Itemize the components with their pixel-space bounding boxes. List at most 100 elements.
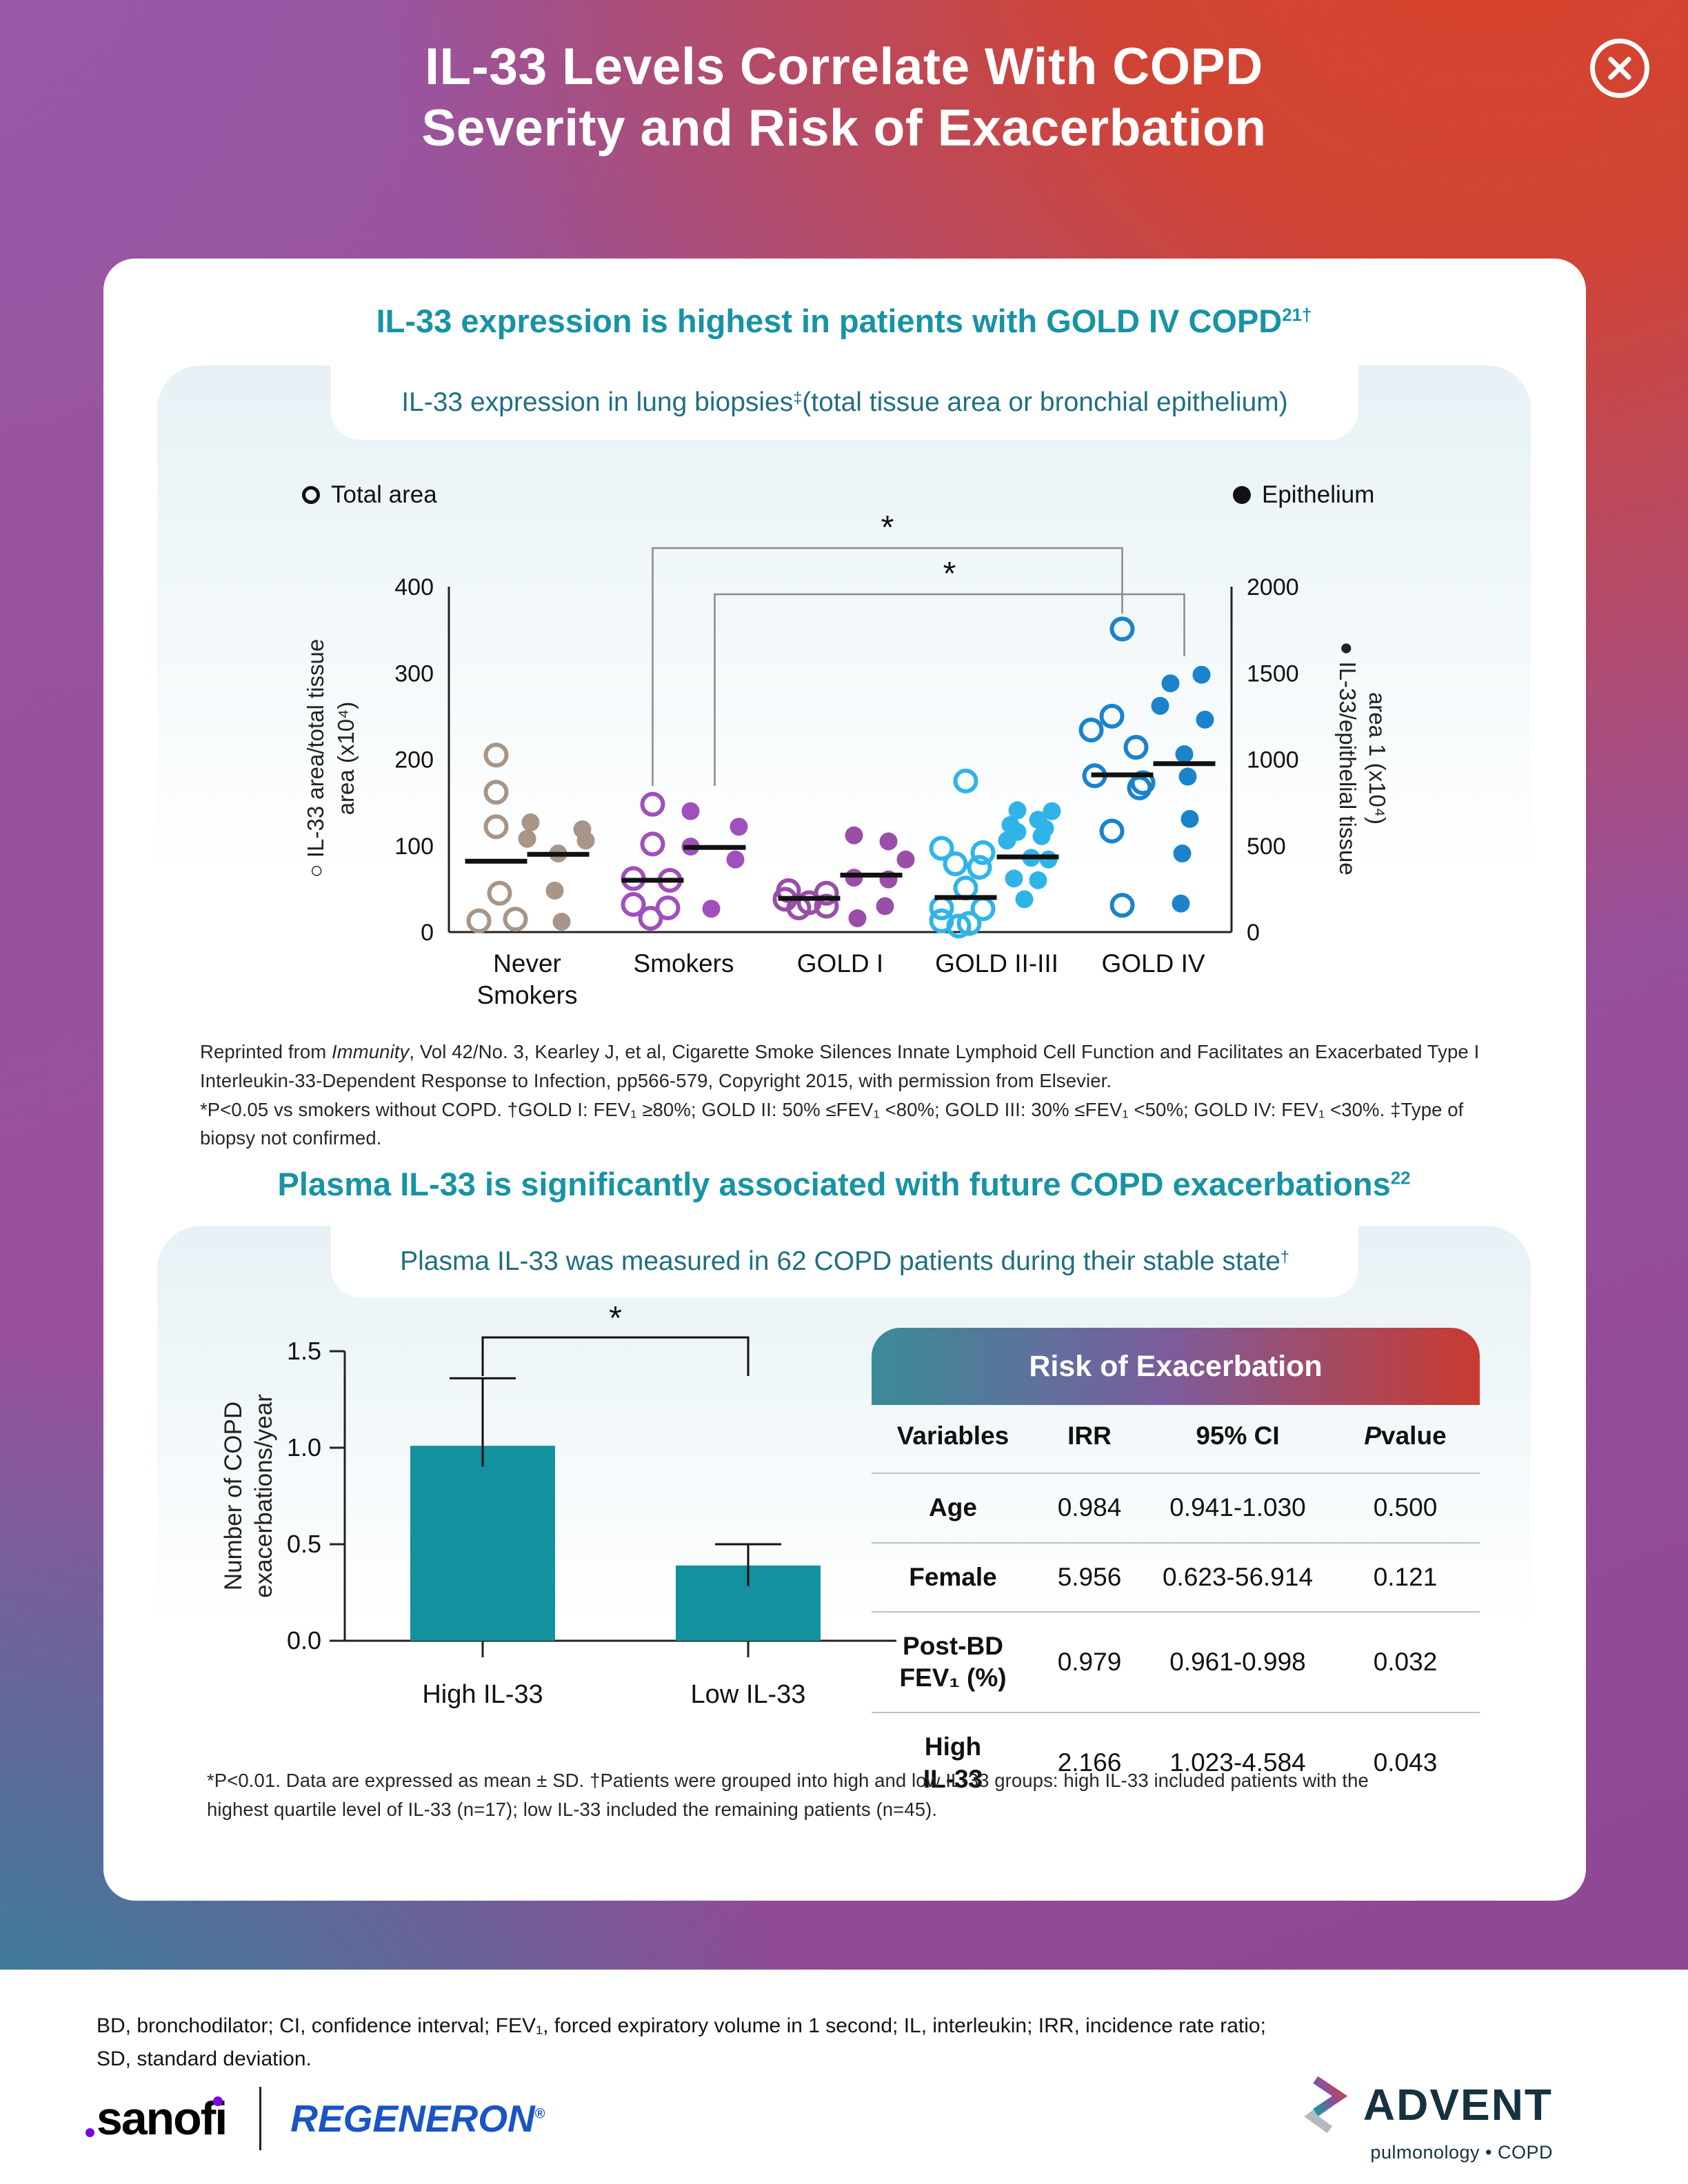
scatter-point-filled [1151,696,1169,715]
scatter-point-filled [845,826,863,845]
scatter-point-open [466,908,492,933]
scatter-point-open [953,768,978,793]
bar-chart: 0.0 0.5 1.0 1.5 Number of COPD exacerbations/… [220,1303,896,1709]
advent-logo: ADVENT pulmonology • COPD [1296,2072,1553,2163]
section1-footnote: Reprinted from Immunity, Vol 42/No. 3, K… [200,1038,1496,1153]
page-title-line1: IL-33 Levels Correlate With COPD [425,37,1263,95]
right-axis-tick: 1000 [1247,747,1299,774]
scatter-point-open [483,742,509,768]
table-row-variable: Post-BD FEV₁ (%) [872,1610,1034,1712]
abbreviations: BD, bronchodilator; CI, confidence inter… [97,2010,1266,2076]
footnote1-pre: Reprinted from [200,1041,332,1062]
abbreviations-line1: BD, bronchodilator; CI, confidence inter… [97,2014,1266,2037]
section2-subtitle-banner: Plasma IL-33 was measured in 62 COPD pat… [331,1226,1358,1297]
scatter-point-open [483,780,509,805]
y-tick-label: 1.5 [287,1337,321,1365]
section1-subtitle-rest: (total tissue area or bronchial epitheli… [802,387,1288,417]
logo-divider [259,2087,262,2150]
open-circle-icon [302,486,320,504]
section2-subtitle-ref: † [1280,1247,1289,1266]
table-cell-ci: 0.941-1.030 [1145,1473,1331,1541]
sanofi-i-dot-icon [213,2096,223,2106]
section1-subtitle-banner: IL-33 expression in lung biopsies ‡ (tota… [331,365,1358,440]
significance-bracket [714,593,1185,786]
scatter-point-filled [702,900,721,918]
scatter-point-filled [896,850,915,869]
filled-circle-icon [1233,486,1251,504]
section1-panel [157,365,1531,1020]
table-cell-p: 0.500 [1331,1473,1480,1541]
risk-table-title: Risk of Exacerbation [872,1328,1480,1405]
scatter-point-filled [521,813,540,831]
right-axis-tick: 2000 [1247,574,1299,600]
y-tick-label: 0.0 [287,1626,321,1655]
scatter-chart: 0 100 200 300 400 0 500 1000 1500 2000 ○ IL-33 are… [303,510,1390,1009]
significance-star: * [881,510,894,546]
scatter-point-filled [726,850,745,869]
scatter-point-open [929,836,954,861]
significance-star: * [943,556,956,592]
significance-bracket [652,547,1123,786]
legend-total-area: Total area [302,481,437,509]
y-tick-label: 1.0 [287,1433,321,1462]
page-title-line2: Severity and Risk of Exacerbation [421,98,1267,156]
section2-panel [157,1226,1531,1737]
right-axis-tick: 1500 [1247,660,1299,687]
scatter-point-filled [1008,801,1027,820]
bar [410,1446,555,1641]
table-row-variable: Age [872,1473,1034,1541]
regeneron-registered-mark: ® [534,2106,545,2122]
scatter-point-open [487,880,512,906]
scatter-point-filled [1039,850,1058,869]
bar-category-label: High IL-33 [422,1680,543,1709]
scatter-point-filled [1161,674,1180,693]
table-cell-irr: 2.166 [1034,1712,1145,1813]
table-cell-ci: 1.023-4.584 [1145,1712,1331,1813]
left-axis-tick: 100 [394,833,434,860]
scatter-point-open [638,905,663,931]
legend-total-area-label: Total area [331,481,437,508]
scatter-point-filled [1032,827,1051,845]
legend-epithelium: Epithelium [1233,481,1374,509]
category-label: Never [493,949,561,978]
scatter-point-open [967,855,992,880]
regeneron-logo: REGENERON® [290,2096,545,2141]
table-column-header: 95% CI [1196,1422,1280,1450]
category-label: GOLD IV [1101,949,1205,978]
category-label: Smokers [634,949,734,978]
significance-bracket [481,1336,750,1376]
scatter-point-open [1099,818,1125,844]
section2-heading-text: Plasma IL-33 is significantly associated… [277,1166,1391,1202]
section1-subtitle: IL-33 expression in lung biopsies [401,387,794,417]
category-label: Smokers [477,981,578,1009]
scatter-point-open [640,791,665,817]
table-cell-ci: 0.961-0.998 [1145,1610,1331,1712]
brand-logos: sanofi REGENERON® [86,2087,545,2150]
table-cell-ci: 0.623-56.914 [1145,1541,1331,1611]
scatter-point-filled [1005,869,1023,888]
bar-y-axis-title: Number of COPD exacerbations/year [220,1394,277,1598]
left-axis-tick: 0 [421,920,434,946]
scatter-point-filled [876,897,894,916]
close-icon[interactable] [1590,39,1649,98]
scatter-point-filled [1175,745,1194,763]
scatter-point-filled [1196,710,1214,729]
table-row-variable: High IL-33 [872,1712,1034,1813]
section1-subtitle-ref: ‡ [793,388,803,407]
footer: BD, bronchodilator; CI, confidence inter… [0,1970,1688,2184]
section2-subtitle: Plasma IL-33 was measured in 62 COPD pat… [400,1246,1280,1276]
scatter-point-filled [1173,845,1192,863]
table-cell-irr: 5.956 [1034,1541,1145,1611]
scatter-point-open [640,831,665,857]
bar-category-label: Low IL-33 [691,1680,806,1709]
category-label: GOLD I [797,949,883,978]
section1-heading-text: IL-33 expression is highest in patients … [376,303,1283,339]
left-axis-tick: 200 [394,747,434,774]
section2-footnote: *P<0.01. Data are expressed as mean ± SD… [207,1770,1369,1820]
scatter-point-filled [879,832,898,851]
right-axis-tick: 500 [1247,833,1286,860]
scatter-point-open [1123,734,1149,760]
table-column-header: Variables [896,1422,1009,1450]
table-cell-irr: 0.984 [1034,1473,1145,1541]
